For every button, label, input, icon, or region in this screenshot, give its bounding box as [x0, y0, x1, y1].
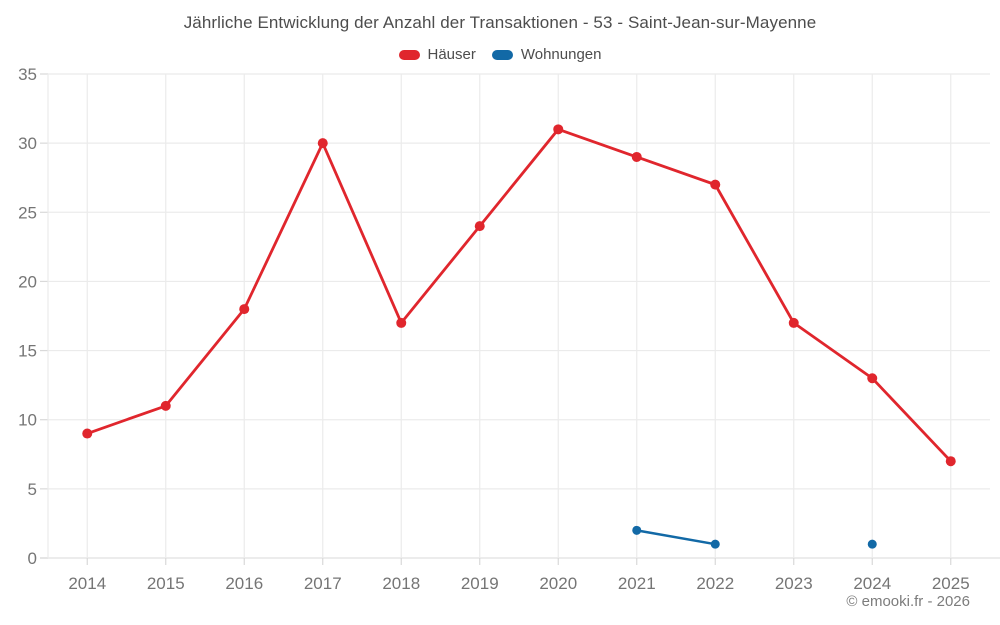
- x-tick-label: 2021: [618, 574, 656, 593]
- y-tick-label: 20: [18, 272, 37, 291]
- series-wohnungen-point: [632, 525, 642, 535]
- x-tick-label: 2022: [696, 574, 734, 593]
- x-tick-label: 2023: [775, 574, 813, 593]
- x-tick-label: 2019: [461, 574, 499, 593]
- series-hauser-point: [867, 373, 878, 384]
- legend-item-wohnungen[interactable]: Wohnungen: [491, 46, 602, 63]
- y-tick-label: 15: [18, 342, 37, 361]
- series-hauser-point: [945, 456, 956, 467]
- x-tick-label: 2024: [853, 574, 891, 593]
- legend-label-hauser: Häuser: [427, 46, 476, 63]
- series-hauser-point: [710, 179, 721, 190]
- series-wohnungen-line: [635, 529, 717, 546]
- legend-item-hauser[interactable]: Häuser: [398, 46, 476, 63]
- y-tick-label: 10: [18, 411, 37, 430]
- series-hauser-point: [553, 124, 564, 135]
- footer-credit: © emooki.fr - 2026: [846, 593, 970, 610]
- y-tick-label: 0: [28, 549, 37, 568]
- y-tick-label: 5: [28, 480, 37, 499]
- legend-swatch-wohnungen-icon: [491, 49, 513, 60]
- series-wohnungen-point: [710, 539, 720, 549]
- legend-label-wohnungen: Wohnungen: [520, 46, 602, 63]
- y-tick-label: 35: [18, 65, 37, 84]
- chart-title: Jährliche Entwicklung der Anzahl der Tra…: [183, 13, 817, 32]
- series-hauser-line: [85, 127, 953, 463]
- series-hauser-point: [82, 428, 93, 439]
- series-hauser-point: [160, 400, 171, 411]
- series-hauser-point: [317, 138, 328, 149]
- x-tick-label: 2025: [932, 574, 970, 593]
- series-hauser-point: [474, 221, 485, 232]
- y-tick-label: 30: [18, 134, 37, 153]
- x-tick-label: 2018: [382, 574, 420, 593]
- series-hauser-point: [631, 151, 642, 162]
- series-hauser-point: [396, 317, 407, 328]
- legend-swatch-hauser-icon: [398, 49, 420, 60]
- x-tick-label: 2020: [539, 574, 577, 593]
- series-hauser-point: [788, 317, 799, 328]
- x-tick-label: 2015: [147, 574, 185, 593]
- x-tick-label: 2017: [304, 574, 342, 593]
- chart-legend: Häuser Wohnungen: [0, 46, 1000, 63]
- y-tick-label: 25: [18, 203, 37, 222]
- x-tick-label: 2014: [68, 574, 106, 593]
- series-hauser-point: [239, 304, 250, 315]
- x-tick-label: 2016: [225, 574, 263, 593]
- series-wohnungen-point: [867, 539, 877, 549]
